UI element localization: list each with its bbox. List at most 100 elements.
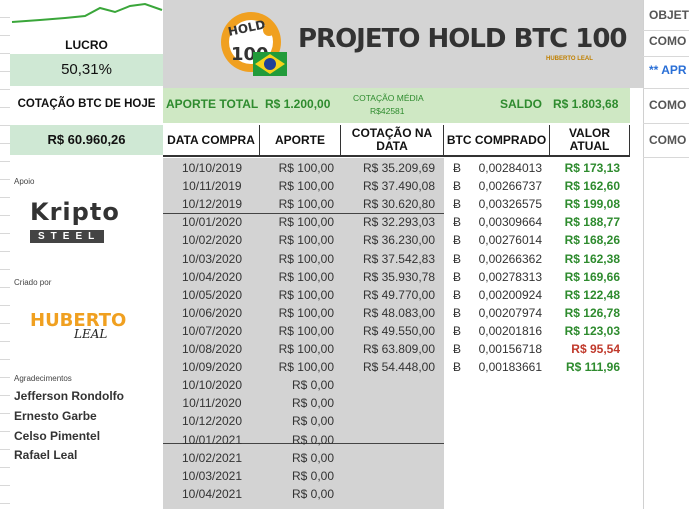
cell-valor-atual: R$ 162,60 [564, 179, 620, 193]
cell-aporte: R$ 0,00 [291, 433, 334, 447]
brand-mini: HUBERTO LEAL [546, 56, 593, 62]
leal-word: LEAL [74, 327, 108, 341]
cell-data-compra: 10/07/2020 [181, 324, 243, 338]
bitcoin-icon: Ƀ [453, 179, 462, 193]
cell-aporte: R$ 100,00 [278, 233, 334, 247]
cell-aporte: R$ 0,00 [291, 451, 334, 465]
left-row-gutter [0, 0, 10, 509]
cell-btc-comprado: 0,00326575 [478, 197, 542, 211]
cell-valor-atual: R$ 95,54 [571, 342, 620, 356]
kripto-steel-logo: Kripto STEEL [30, 198, 122, 250]
cell-data-compra: 10/10/2019 [181, 161, 243, 175]
cell-aporte: R$ 100,00 [278, 306, 334, 320]
cell-data-compra: 10/04/2021 [181, 487, 243, 501]
cell-data-compra: 10/11/2019 [182, 179, 242, 193]
cell-btc-comprado: 0,00278313 [478, 270, 542, 284]
cell-valor-atual: R$ 199,08 [564, 197, 620, 211]
cell-valor-atual: R$ 111,96 [565, 360, 620, 374]
right-divider [643, 88, 689, 89]
objetivo-link[interactable]: OBJET [649, 8, 689, 22]
col-header-btc-comprado: BTC COMPRADO [444, 125, 550, 157]
aporte-total-value: R$ 1.200,00 [265, 97, 331, 111]
thanks-name: Rafael Leal [14, 448, 78, 462]
page-title: PROJETO HOLD BTC 100 [298, 24, 628, 54]
year-separator [163, 213, 444, 214]
cell-data-compra: 10/10/2020 [181, 378, 243, 392]
cell-valor-atual: R$ 168,26 [564, 233, 620, 247]
hold-100-logo: HOLD 100 [221, 12, 287, 76]
bitcoin-icon: Ƀ [453, 360, 462, 374]
bitcoin-icon: Ƀ [453, 233, 462, 247]
apoio-label: Apoio [14, 177, 35, 186]
cell-btc-comprado: 0,00200924 [478, 288, 542, 302]
agradecimentos-label: Agradecimentos [14, 374, 72, 383]
col-header-valor-atual: VALOR ATUAL [550, 125, 630, 157]
cell-aporte: R$ 100,00 [278, 215, 334, 229]
table-shade [163, 158, 444, 509]
cell-valor-atual: R$ 126,78 [564, 306, 620, 320]
cell-btc-comprado: 0,00309664 [478, 215, 542, 229]
cell-data-compra: 10/01/2021 [181, 433, 243, 447]
right-divider [643, 123, 689, 124]
cell-aporte: R$ 100,00 [278, 197, 334, 211]
aporte-total-label: APORTE TOTAL [166, 97, 259, 111]
bitcoin-icon: Ƀ [453, 288, 462, 302]
cell-btc-comprado: 0,00266362 [478, 252, 542, 266]
cell-aporte: R$ 0,00 [291, 396, 334, 410]
right-divider [643, 30, 689, 31]
cell-btc-comprado: 0,00183661 [478, 360, 542, 374]
cell-data-compra: 10/01/2020 [181, 215, 243, 229]
cell-cotacao: R$ 54.448,00 [362, 360, 435, 374]
cell-btc-comprado: 0,00207974 [478, 306, 542, 320]
bitcoin-icon: Ƀ [453, 306, 462, 320]
cell-cotacao: R$ 49.550,00 [362, 324, 435, 338]
col-header-aporte: APORTE [260, 125, 341, 157]
bitcoin-icon: Ƀ [453, 197, 462, 211]
aprenda-link[interactable]: ** APR [649, 63, 687, 77]
cell-data-compra: 10/05/2020 [181, 288, 243, 302]
bitcoin-icon: Ƀ [453, 324, 462, 338]
col-header-cotacao: COTAÇÃO NA DATA [341, 125, 444, 157]
bitcoin-icon: Ƀ [453, 161, 462, 175]
bitcoin-icon: Ƀ [453, 342, 462, 356]
cell-cotacao: R$ 35.209,69 [362, 161, 435, 175]
cotacao-hoje-label: COTAÇÃO BTC DE HOJE [17, 98, 156, 110]
cell-valor-atual: R$ 173,13 [564, 161, 620, 175]
cotacao-media-value: R$42581 [370, 106, 405, 116]
cell-valor-atual: R$ 188,77 [564, 215, 620, 229]
como-link[interactable]: COMO [649, 133, 687, 147]
kripto-word: Kripto [30, 198, 120, 226]
saldo-value: R$ 1.803,68 [553, 97, 619, 111]
right-divider [643, 56, 689, 57]
cell-aporte: R$ 100,00 [278, 360, 334, 374]
cell-aporte: R$ 100,00 [278, 342, 334, 356]
como-link[interactable]: COMO [649, 34, 687, 48]
cell-data-compra: 10/02/2021 [181, 451, 243, 465]
cell-data-compra: 10/02/2020 [181, 233, 243, 247]
thanks-name: Celso Pimentel [14, 429, 101, 443]
cell-btc-comprado: 0,00201816 [478, 324, 542, 338]
summary-band [163, 88, 630, 123]
cell-cotacao: R$ 37.490,08 [362, 179, 435, 193]
cell-aporte: R$ 100,00 [278, 161, 334, 175]
cell-btc-comprado: 0,00276014 [478, 233, 542, 247]
cell-data-compra: 10/04/2020 [181, 270, 243, 284]
cell-cotacao: R$ 36.230,00 [362, 233, 435, 247]
cell-data-compra: 10/06/2020 [181, 306, 243, 320]
steel-word: STEEL [30, 230, 105, 243]
cell-aporte: R$ 100,00 [278, 270, 334, 284]
right-divider [643, 157, 689, 158]
cell-btc-comprado: 0,00284013 [478, 161, 542, 175]
col-header-data-compra: DATA COMPRA [163, 125, 260, 157]
cell-data-compra: 10/09/2020 [181, 360, 243, 374]
como-link[interactable]: COMO [649, 98, 687, 112]
cell-aporte: R$ 100,00 [278, 179, 334, 193]
lucro-value: 50,31% [10, 54, 163, 86]
cell-btc-comprado: 0,00266737 [478, 179, 542, 193]
cell-cotacao: R$ 48.083,00 [362, 306, 435, 320]
cell-aporte: R$ 0,00 [291, 487, 334, 501]
cell-aporte: R$ 0,00 [291, 469, 334, 483]
cell-aporte: R$ 100,00 [278, 324, 334, 338]
cell-btc-comprado: 0,00156718 [478, 342, 542, 356]
thanks-name: Jefferson Rondolfo [14, 389, 124, 403]
